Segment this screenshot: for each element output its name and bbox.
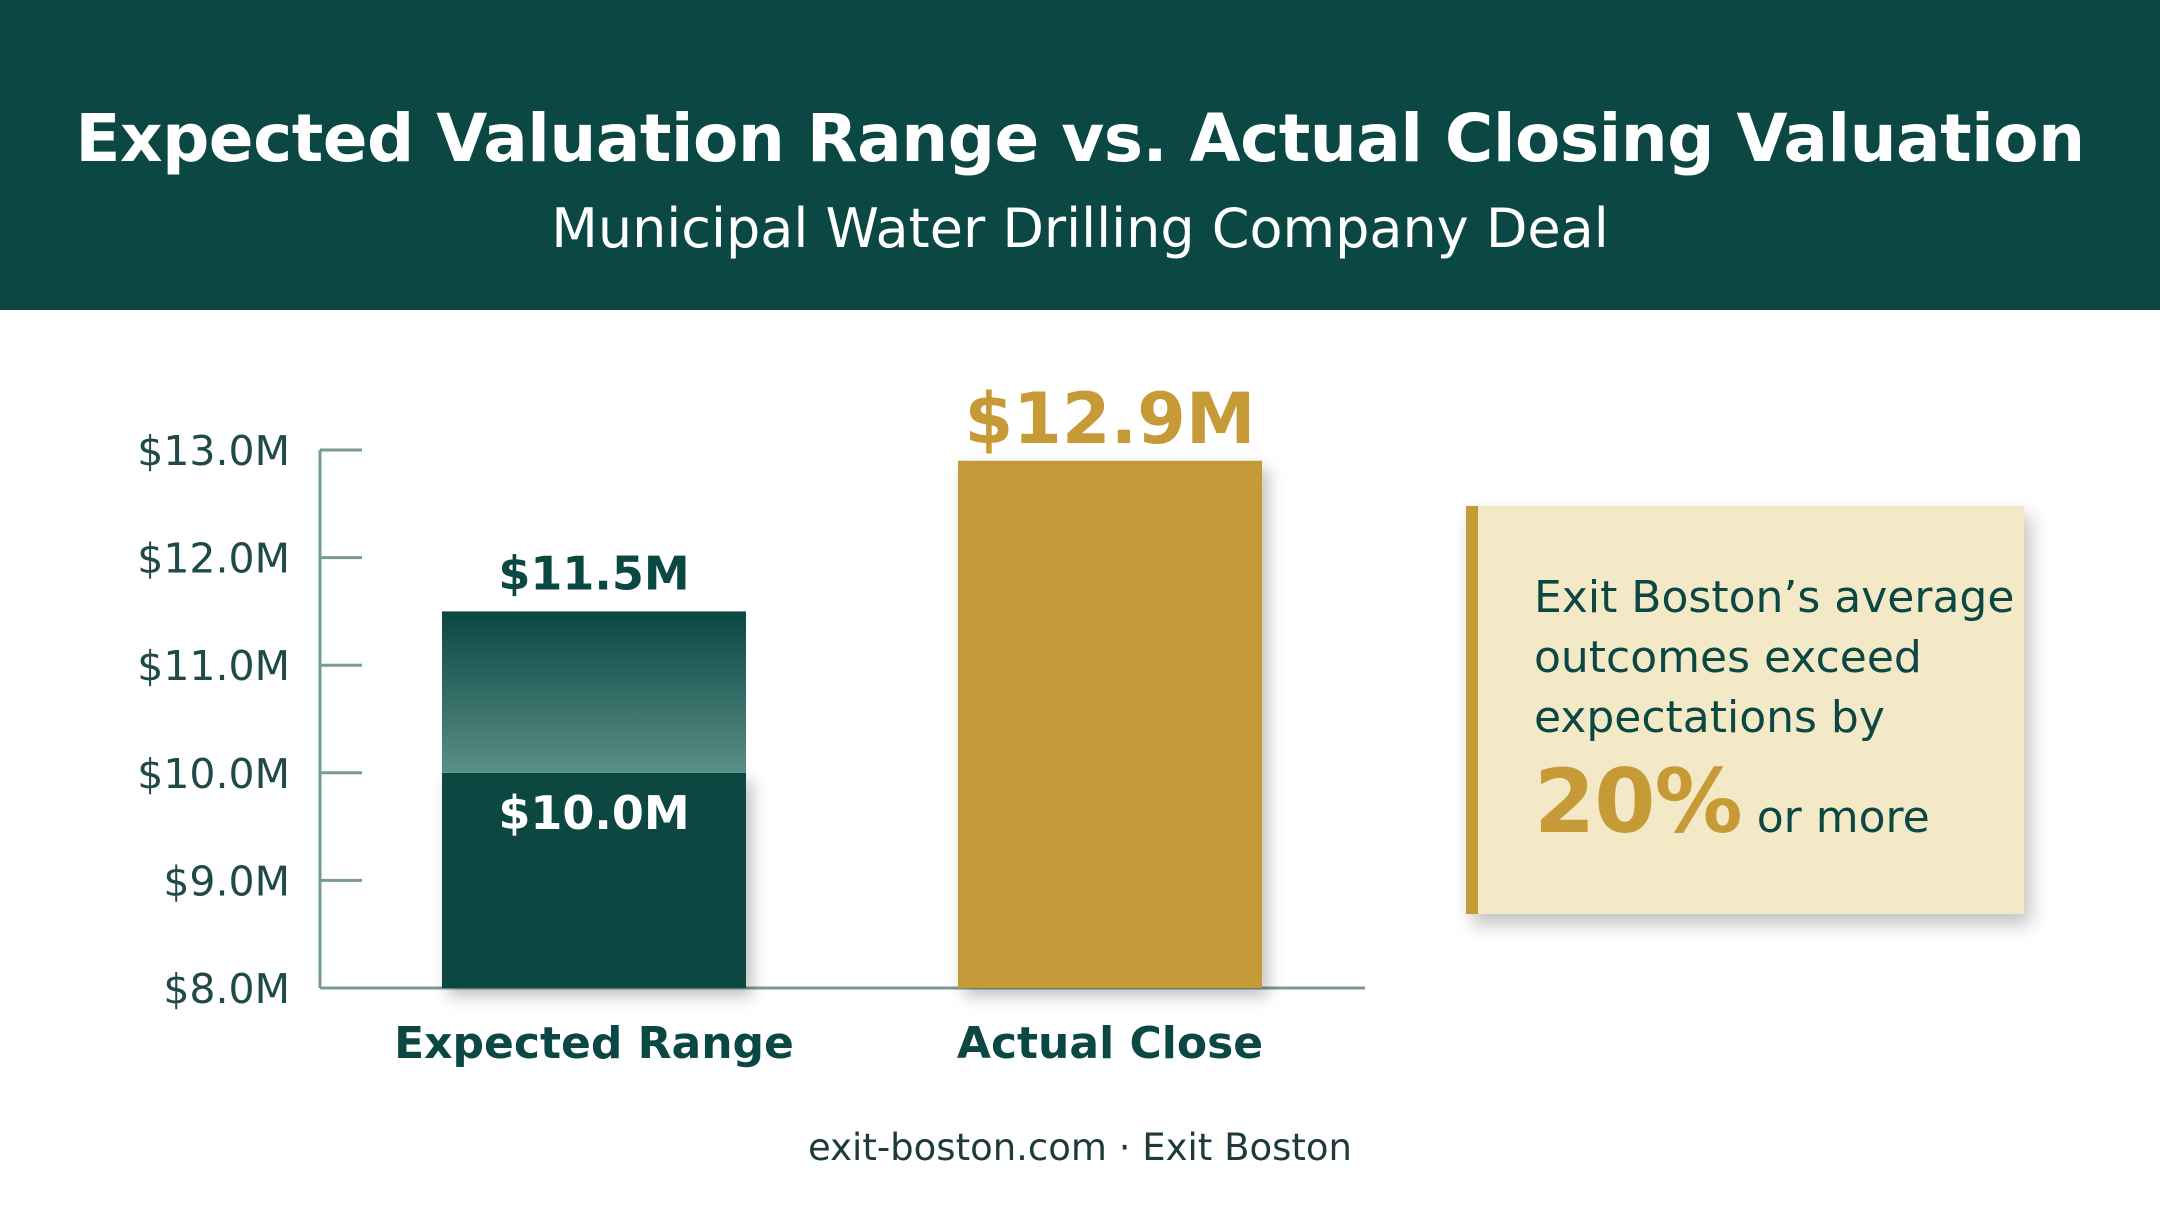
- bar-actual-close: [958, 460, 1262, 988]
- header-banner: Expected Valuation Range vs. Actual Clos…: [0, 0, 2160, 310]
- y-tick-label: $13.0M: [137, 427, 290, 475]
- callout-box: Exit Boston’s average outcomes exceed ex…: [1466, 506, 2024, 914]
- callout-text: Exit Boston’s average outcomes exceed ex…: [1534, 572, 2015, 743]
- bar-label-value: $12.9M: [964, 378, 1255, 460]
- x-category-label: Actual Close: [957, 1018, 1263, 1069]
- footer-credit: exit-boston.com · Exit Boston: [808, 1126, 1352, 1169]
- callout-percent: 20%: [1534, 750, 1743, 853]
- callout-highlight: 20% or more: [1534, 750, 1930, 853]
- y-tick-label: $9.0M: [163, 857, 290, 905]
- callout-suffix: or more: [1756, 792, 1930, 843]
- chart-subtitle: Municipal Water Drilling Company Deal: [551, 197, 1609, 260]
- y-tick-label: $10.0M: [137, 750, 290, 798]
- bar-expected-base: [442, 772, 746, 988]
- y-tick-label: $11.0M: [137, 642, 290, 690]
- y-tick-label: $12.0M: [137, 535, 290, 583]
- bar-expected-range: [442, 611, 746, 773]
- chart-title: Expected Valuation Range vs. Actual Clos…: [75, 100, 2085, 177]
- y-tick-label: $8.0M: [163, 965, 290, 1013]
- bar-label-high: $11.5M: [498, 546, 689, 600]
- bar-label-low: $10.0M: [498, 786, 689, 840]
- x-category-label: Expected Range: [394, 1018, 794, 1069]
- bar-chart: $8.0M $9.0M $10.0M $11.0M $12.0M $13.0M $11.5…: [137, 378, 1365, 1069]
